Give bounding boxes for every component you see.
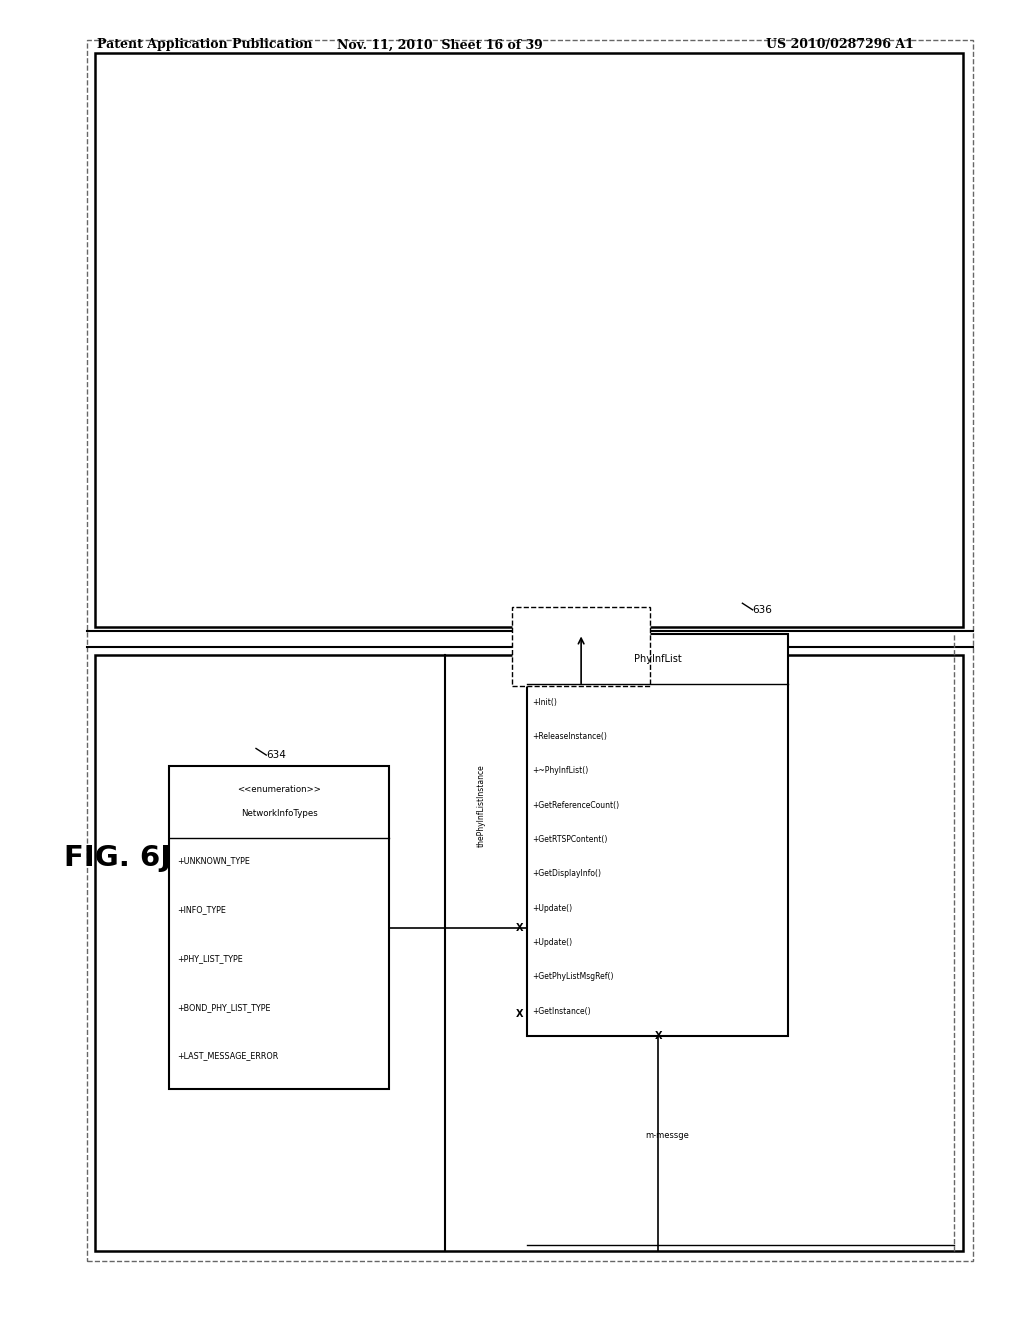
Text: NetworkInfoTypes: NetworkInfoTypes [241, 809, 317, 817]
Text: +~PhyInfList(): +~PhyInfList() [532, 767, 589, 775]
Text: +GetRTSPContent(): +GetRTSPContent() [532, 836, 608, 843]
Text: +INFO_TYPE: +INFO_TYPE [177, 906, 226, 913]
Bar [527, 634, 788, 1036]
Bar [169, 766, 389, 1089]
Text: PhyInfList: PhyInfList [634, 653, 682, 664]
Bar [512, 607, 650, 686]
Text: Nov. 11, 2010  Sheet 16 of 39: Nov. 11, 2010 Sheet 16 of 39 [338, 38, 543, 51]
Text: +ReleaseInstance(): +ReleaseInstance() [532, 733, 607, 741]
Text: +UNKNOWN_TYPE: +UNKNOWN_TYPE [177, 857, 250, 865]
Text: thePhyInfListInstance: thePhyInfListInstance [477, 764, 485, 846]
Text: X: X [515, 923, 523, 933]
Text: X: X [654, 1031, 663, 1041]
Text: US 2010/0287296 A1: US 2010/0287296 A1 [766, 38, 913, 51]
Text: FIG. 6J: FIG. 6J [65, 843, 171, 873]
Text: Patent Application Publication: Patent Application Publication [97, 38, 312, 51]
Text: +LAST_MESSAGE_ERROR: +LAST_MESSAGE_ERROR [177, 1052, 279, 1060]
Bar [87, 40, 973, 1261]
Text: +Init(): +Init() [532, 698, 557, 706]
Text: <<enumeration>>: <<enumeration>> [238, 785, 321, 793]
Text: +BOND_PHY_LIST_TYPE: +BOND_PHY_LIST_TYPE [177, 1003, 270, 1011]
Bar [95, 53, 963, 627]
Text: m-messge: m-messge [645, 1131, 689, 1139]
Text: +GetDisplayInfo(): +GetDisplayInfo() [532, 870, 601, 878]
Text: +PHY_LIST_TYPE: +PHY_LIST_TYPE [177, 954, 243, 962]
Text: +GetPhyListMsgRef(): +GetPhyListMsgRef() [532, 973, 614, 981]
Bar [95, 655, 963, 1251]
Text: +GetReferenceCount(): +GetReferenceCount() [532, 801, 620, 809]
Text: +GetInstance(): +GetInstance() [532, 1007, 591, 1015]
Text: 636: 636 [753, 605, 772, 615]
Text: +Update(): +Update() [532, 939, 572, 946]
Text: 634: 634 [266, 750, 286, 760]
Text: +Update(): +Update() [532, 904, 572, 912]
Text: X: X [515, 1008, 523, 1019]
